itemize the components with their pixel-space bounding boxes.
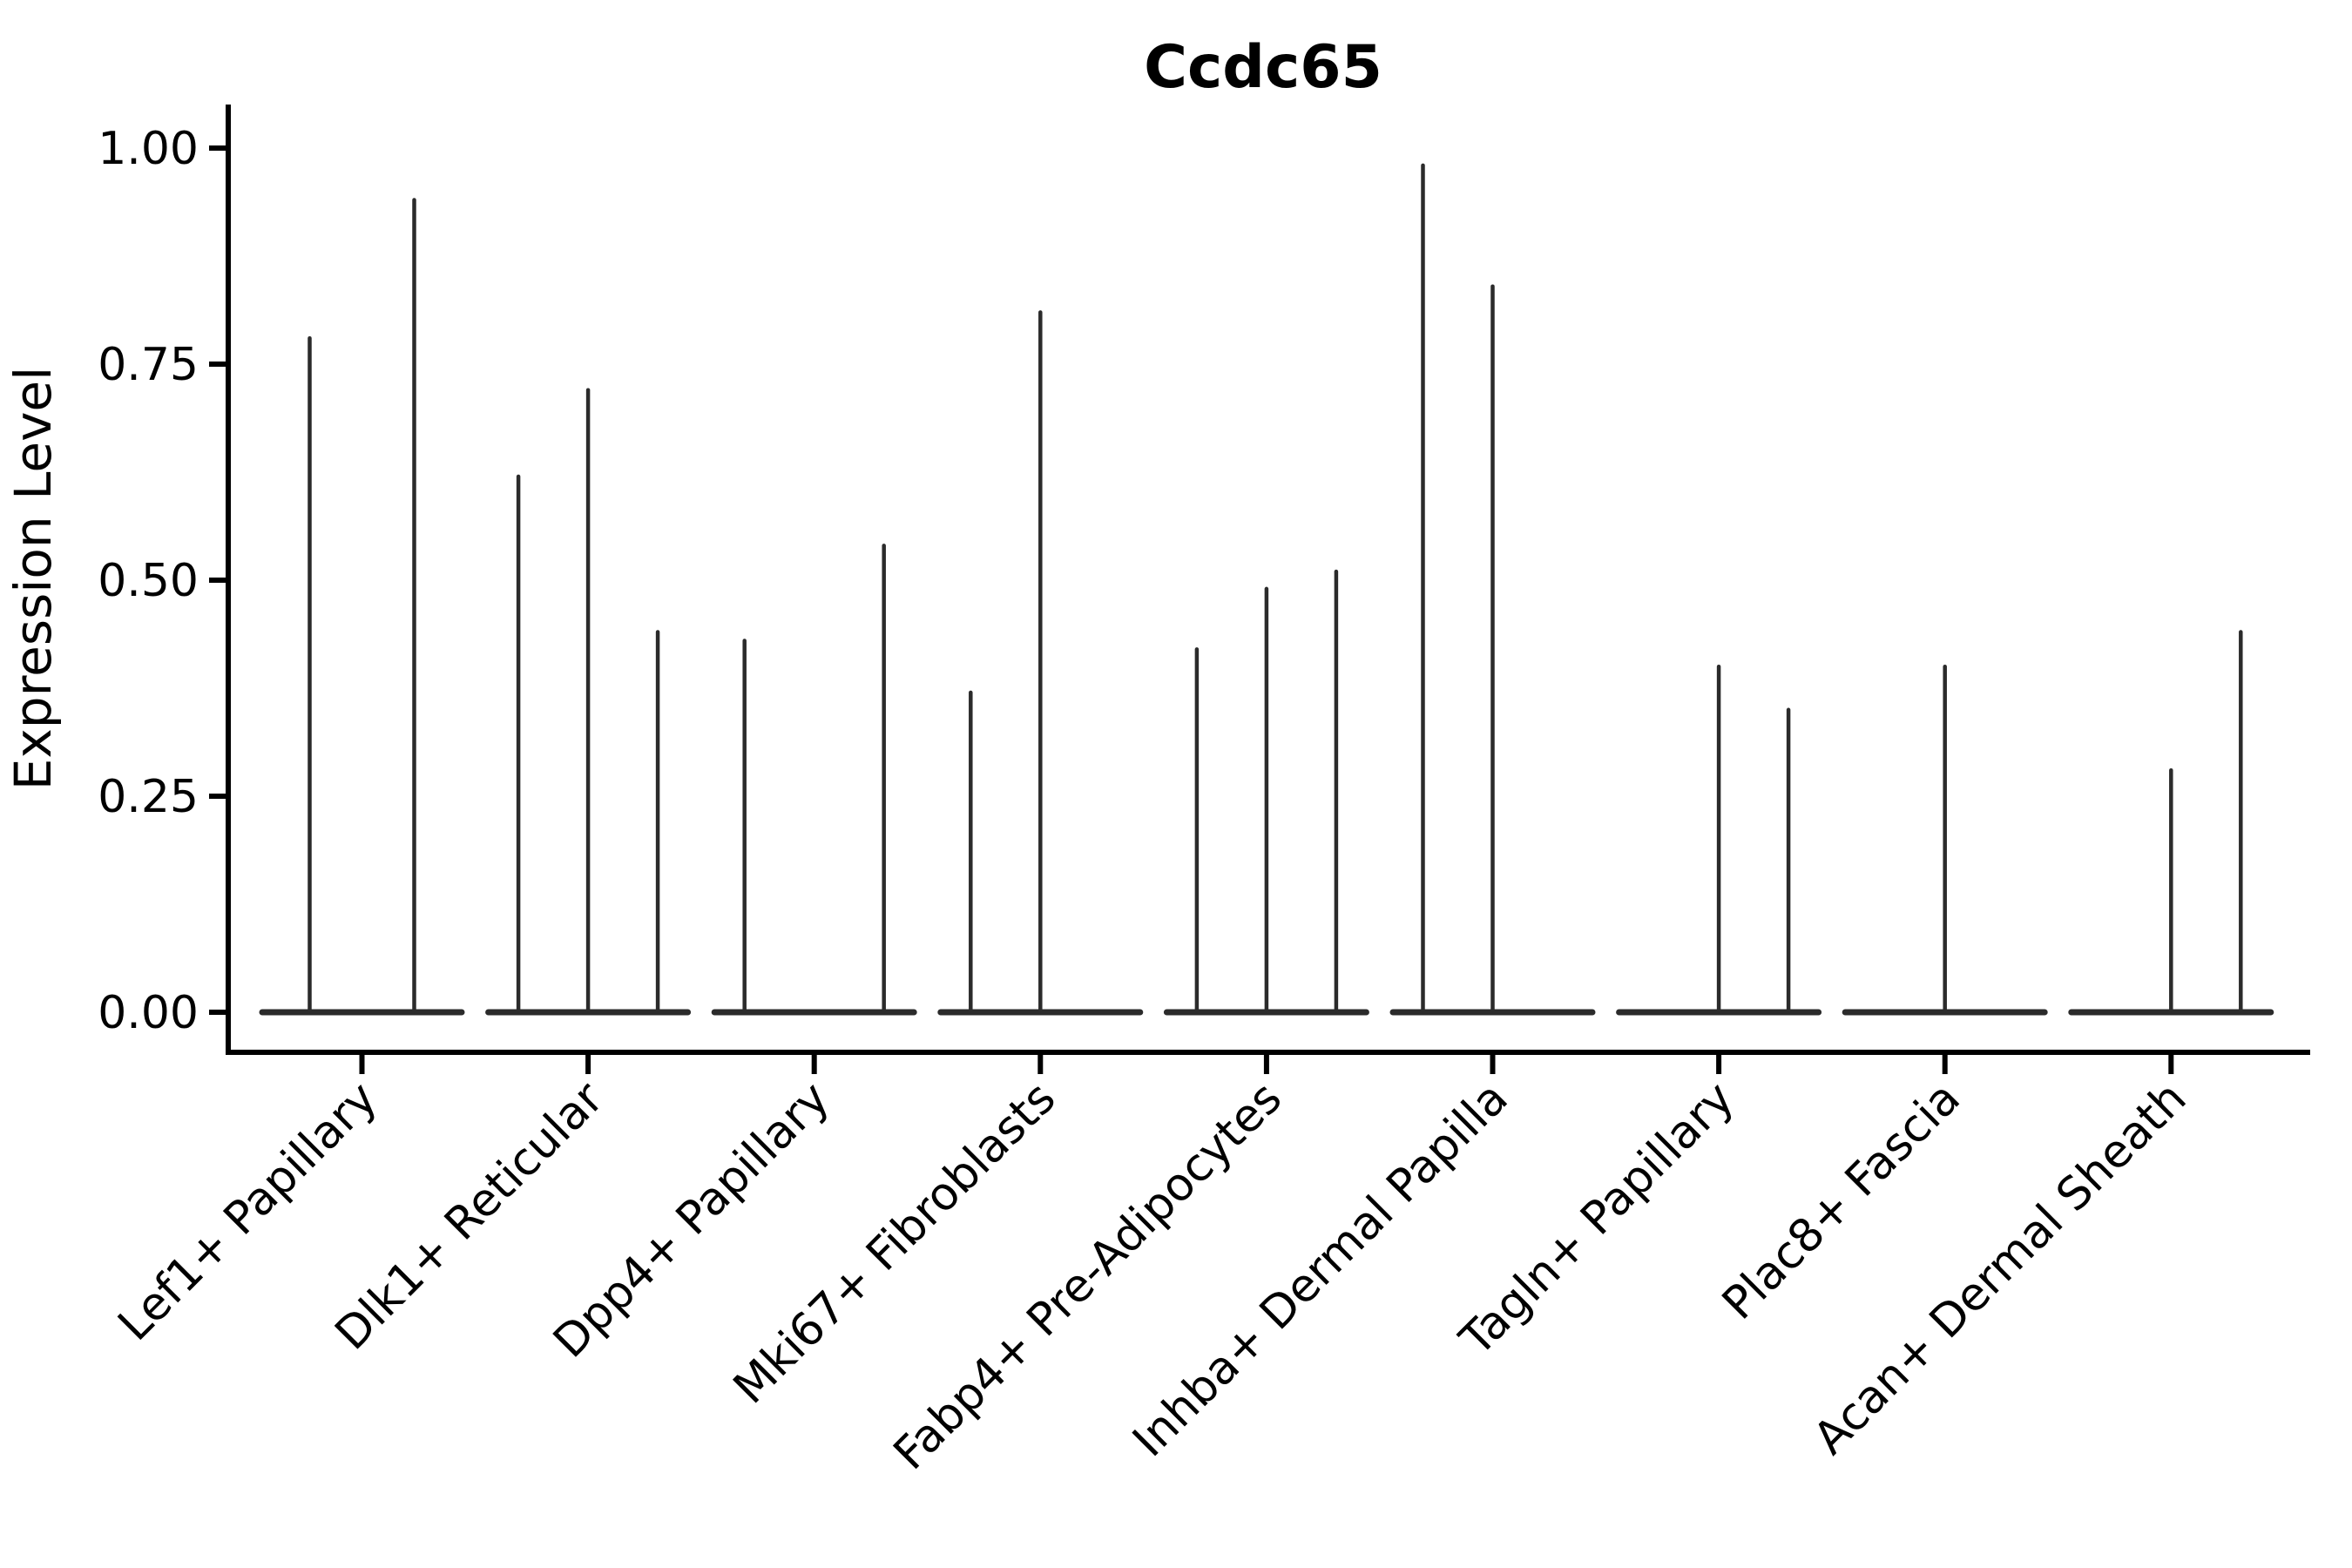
y-tick-label: 1.00 <box>98 123 199 175</box>
y-tick-label: 0.50 <box>98 555 199 607</box>
x-tick-label: Fabp4+ Pre-Adipocytes <box>884 1072 1292 1480</box>
x-tick-label: Plac8+ Fascia <box>1713 1072 1970 1330</box>
x-tick-label: Inhba+ Dermal Papilla <box>1123 1072 1517 1467</box>
violin-base-band <box>711 1009 917 1016</box>
y-tick-label: 0.75 <box>98 339 199 391</box>
chart-title: Ccdc65 <box>1144 33 1382 102</box>
y-tick-label: 0.25 <box>98 771 199 823</box>
violin-base-band <box>259 1009 465 1016</box>
x-tick-label: Acan+ Dermal Sheath <box>1804 1072 2197 1465</box>
y-tick-label: 0.00 <box>98 987 199 1039</box>
y-axis-label: Expression Level <box>3 367 63 790</box>
